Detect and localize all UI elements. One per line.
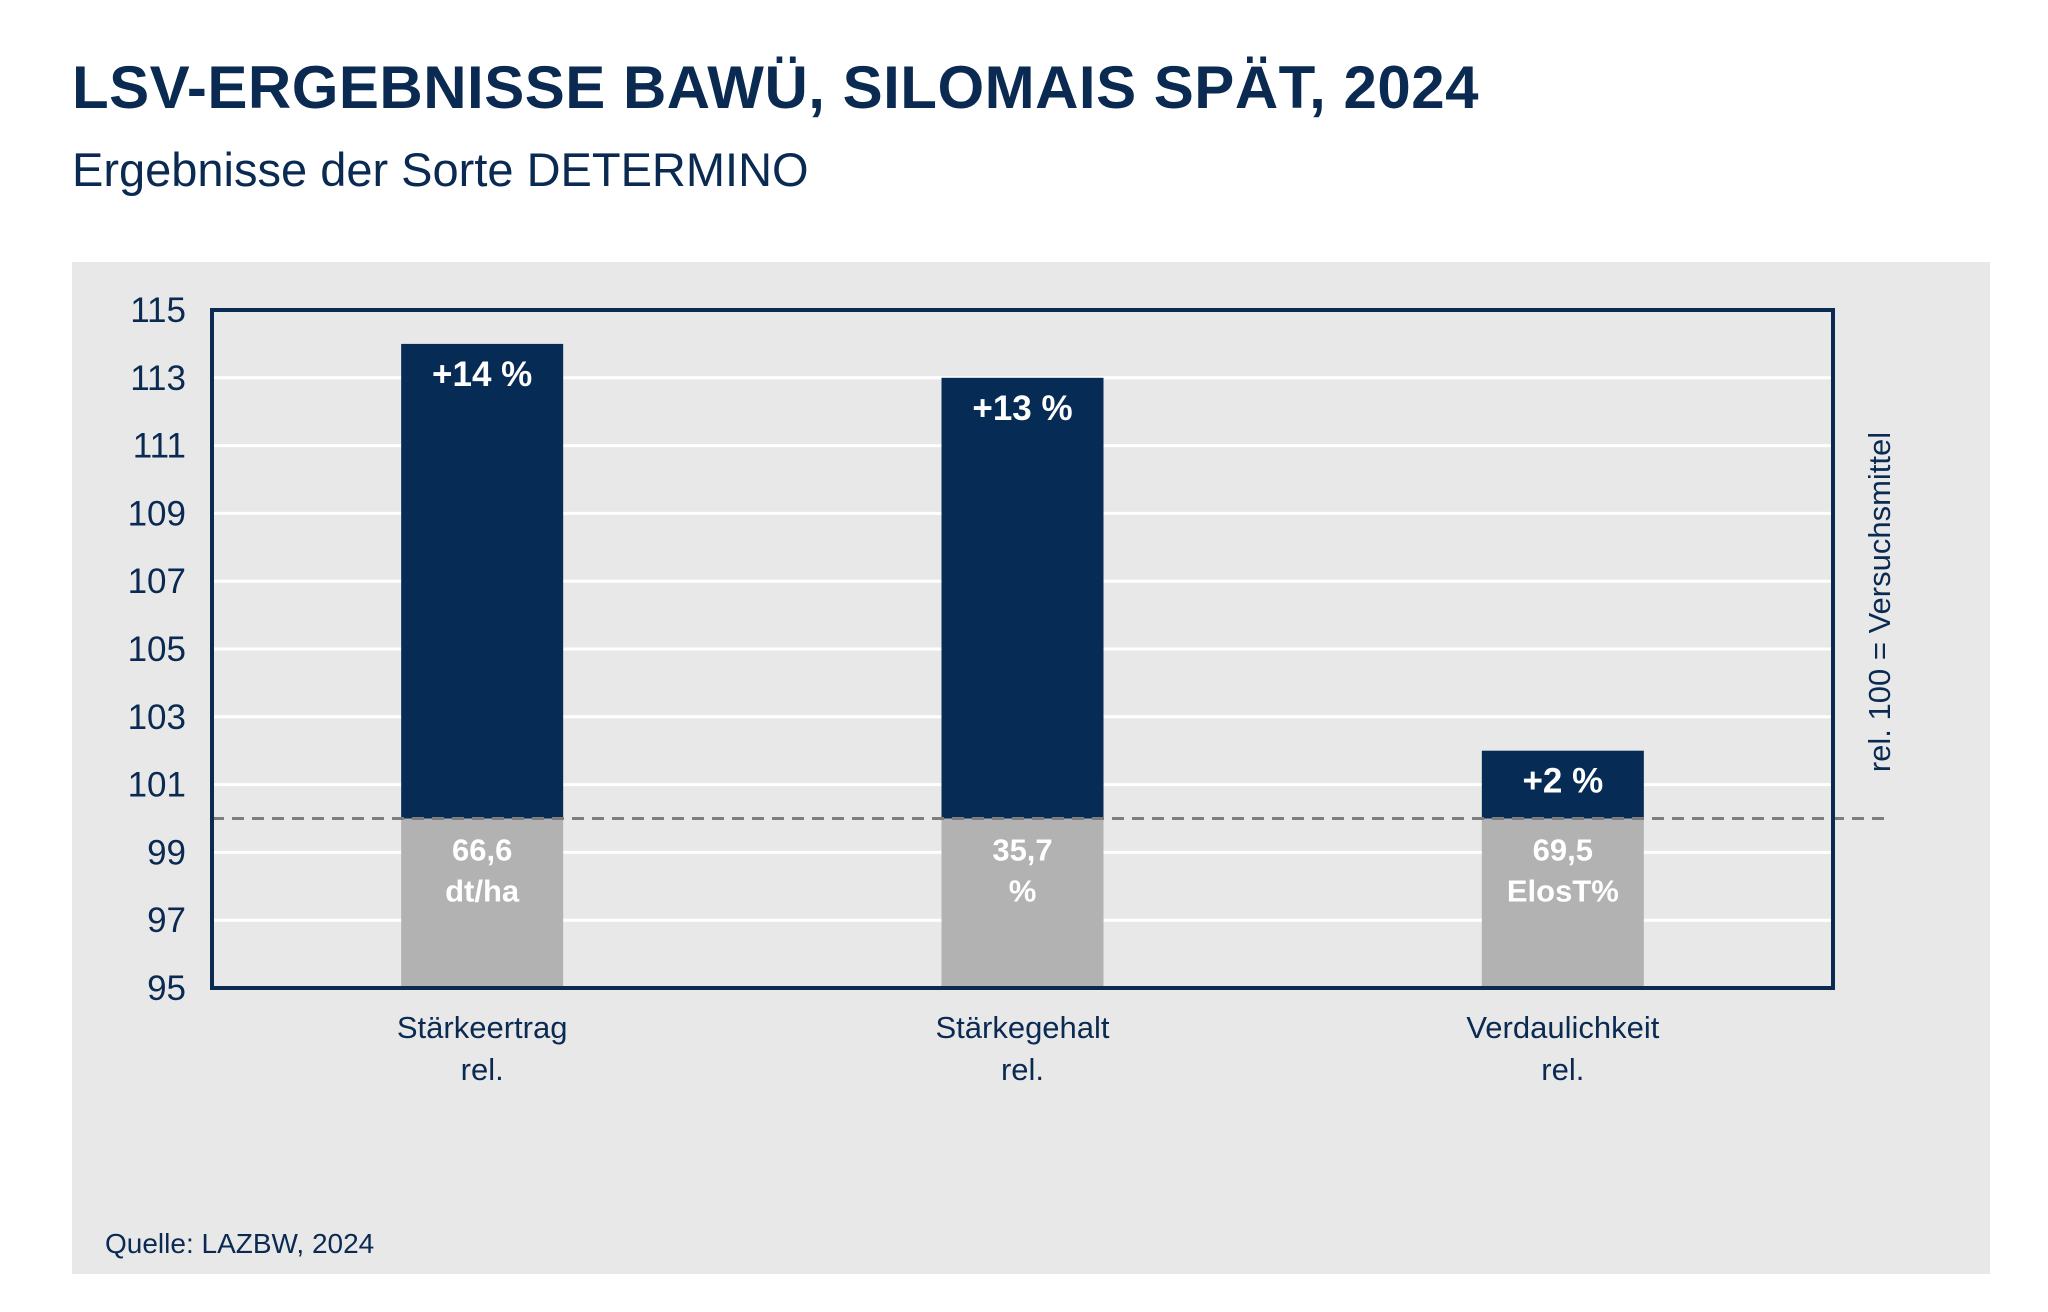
reference-label-group: rel. 100 = Versuchsmittel bbox=[1862, 432, 1897, 772]
x-axis-labels: Stärkeertrag rel. Stärkegehalt rel. Verdauli… bbox=[397, 1010, 1660, 1087]
x-tick-label: Stärkeertrag bbox=[397, 1010, 568, 1045]
y-tick-label: 95 bbox=[147, 969, 186, 1008]
plot-border bbox=[210, 308, 1835, 990]
bar bbox=[1481, 750, 1644, 819]
plot-frame bbox=[210, 308, 1835, 990]
bar-base bbox=[941, 818, 1104, 988]
y-tick-label: 107 bbox=[128, 562, 186, 601]
x-tick-label: Stärkegehalt bbox=[935, 1010, 1109, 1045]
y-tick-label: 99 bbox=[147, 833, 186, 872]
bar-base bbox=[1481, 818, 1644, 988]
y-tick-label: 103 bbox=[128, 698, 186, 737]
y-tick-label: 113 bbox=[130, 359, 186, 398]
bars bbox=[401, 343, 1644, 988]
y-tick-label: 101 bbox=[128, 766, 186, 805]
bar-absolute-unit: dt/ha bbox=[445, 874, 520, 909]
bar-absolute-unit: % bbox=[1009, 874, 1037, 909]
bar bbox=[401, 343, 564, 819]
source-note: Quelle: LAZBW, 2024 bbox=[105, 1228, 375, 1259]
bar-value-label: +14 % bbox=[432, 355, 532, 394]
x-tick-label: rel. bbox=[1541, 1052, 1584, 1087]
x-tick-label: rel. bbox=[461, 1052, 504, 1087]
chart-subtitle: Ergebnisse der Sorte DETERMINO bbox=[72, 143, 809, 196]
bar-base bbox=[401, 818, 564, 988]
bar-absolute-value: 69,5 bbox=[1533, 833, 1593, 868]
x-tick-label: Verdaulichkeit bbox=[1466, 1010, 1659, 1045]
bar-absolute-value: 66,6 bbox=[452, 833, 512, 868]
bar-value-label: +13 % bbox=[972, 389, 1072, 428]
y-tick-label: 105 bbox=[128, 630, 186, 669]
chart-title: LSV-ERGEBNISSE BAWÜ, SILOMAIS SPÄT, 2024 bbox=[72, 54, 1479, 121]
reference-label: rel. 100 = Versuchsmittel bbox=[1862, 432, 1897, 772]
x-tick-label: rel. bbox=[1001, 1052, 1044, 1087]
bar-labels: +14 % 66,6 dt/ha +13 % 35,7% +2 % 69,5 ElosT% bbox=[432, 355, 1619, 909]
bar-value-label: +2 % bbox=[1522, 762, 1603, 801]
bar bbox=[941, 377, 1104, 819]
y-tick-label: 109 bbox=[128, 494, 186, 533]
y-tick-label: 115 bbox=[130, 291, 186, 330]
y-axis-ticks: 95 97 99 101 103 105 107 109 111 113 115 bbox=[128, 291, 186, 1008]
bar-absolute-value: 35,7 bbox=[992, 833, 1052, 868]
bar-absolute-unit: ElosT% bbox=[1507, 874, 1619, 909]
y-tick-label: 97 bbox=[147, 901, 186, 940]
y-tick-label: 111 bbox=[133, 427, 186, 466]
